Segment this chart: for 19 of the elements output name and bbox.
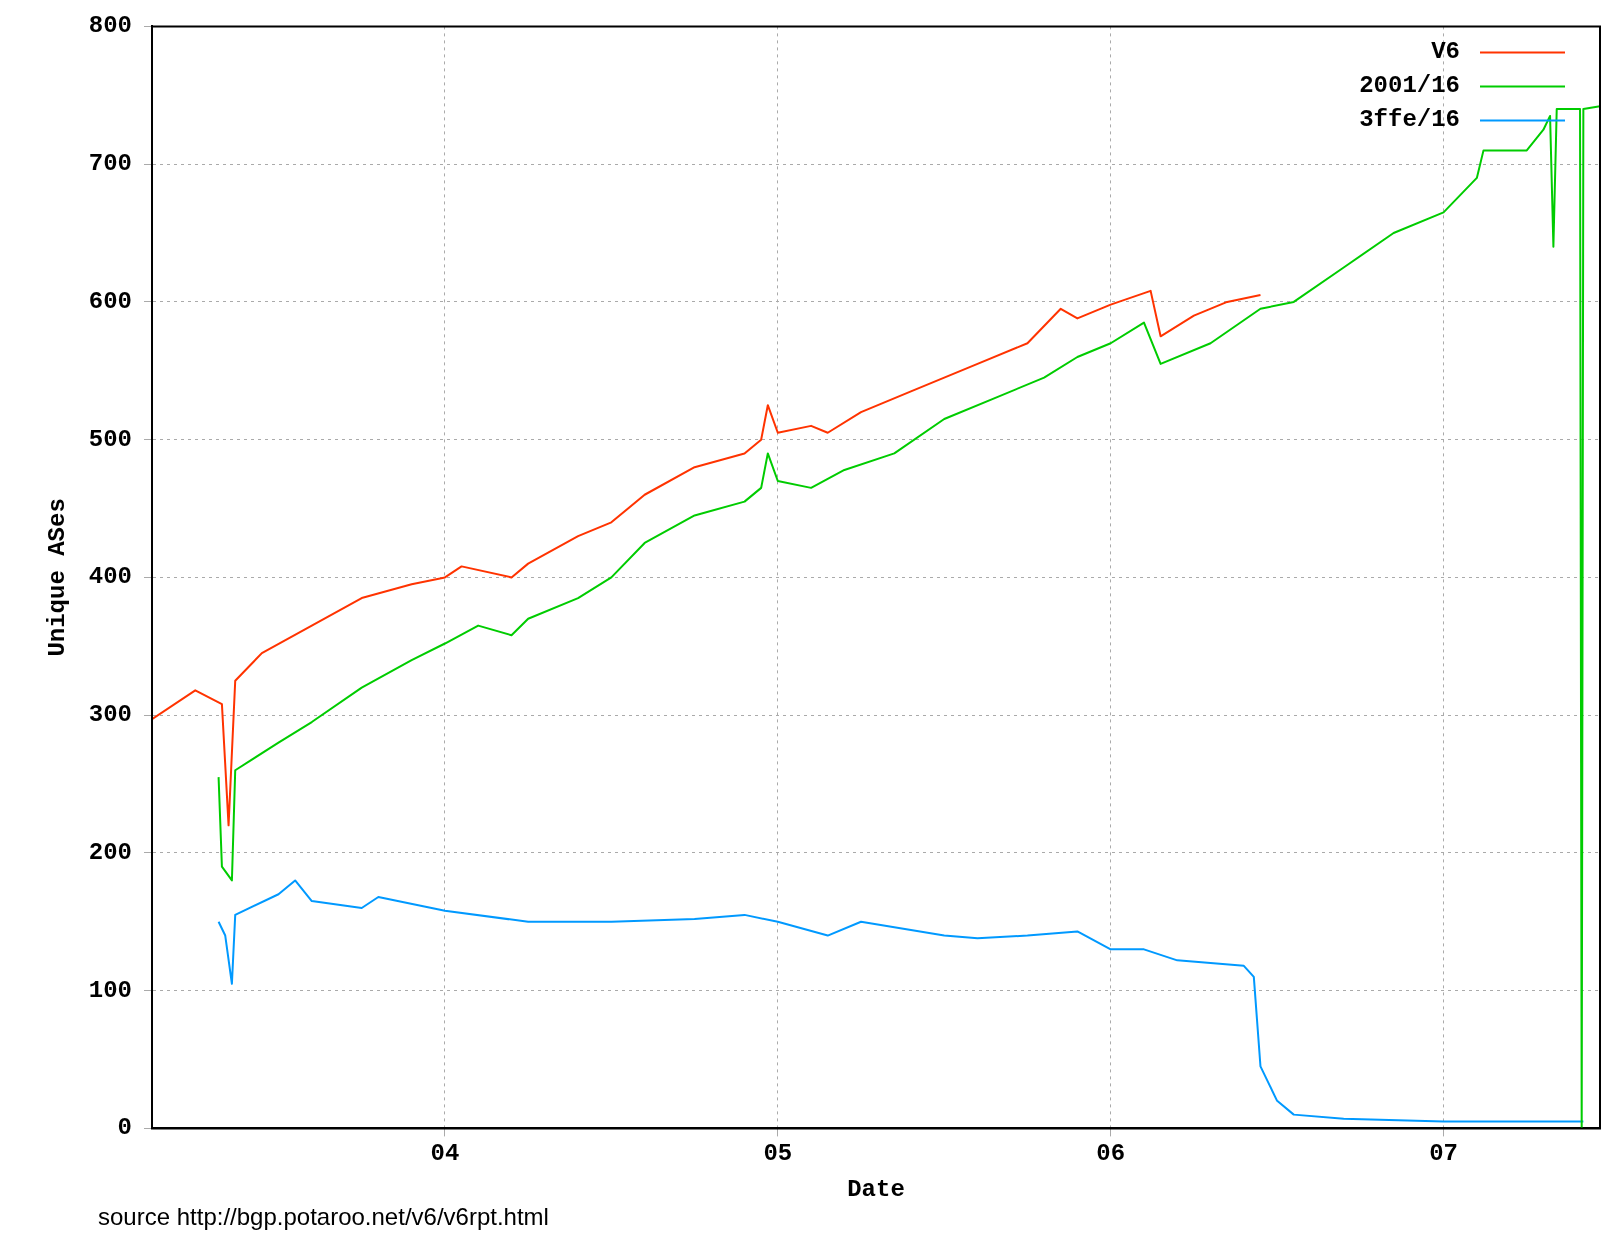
- y-tick-label: 400: [88, 563, 133, 591]
- x-tick-label: 06: [1096, 1139, 1126, 1167]
- y-tick-label: 100: [88, 976, 133, 1004]
- x-tick-label: 05: [763, 1139, 793, 1167]
- y-axis-title: Unique ASes: [44, 498, 72, 657]
- x-tick-label: 07: [1429, 1139, 1458, 1167]
- legend-label: 3ffe/16: [1359, 106, 1460, 134]
- y-tick-label: 800: [88, 12, 133, 40]
- source-note: source http://bgp.potaroo.net/v6/v6rpt.html: [98, 1202, 549, 1230]
- x-tick-label: 04: [430, 1139, 460, 1167]
- y-tick-label: 200: [88, 838, 133, 866]
- y-tick-label: 300: [88, 701, 133, 729]
- y-tick-label: 600: [88, 287, 133, 315]
- y-tick-label: 0: [117, 1114, 133, 1142]
- legend-label: 2001/16: [1359, 72, 1460, 100]
- legend-label: V6: [1431, 38, 1460, 66]
- x-axis-title: Date: [847, 1175, 905, 1203]
- y-tick-label: 500: [88, 425, 133, 453]
- y-tick-label: 700: [88, 150, 133, 178]
